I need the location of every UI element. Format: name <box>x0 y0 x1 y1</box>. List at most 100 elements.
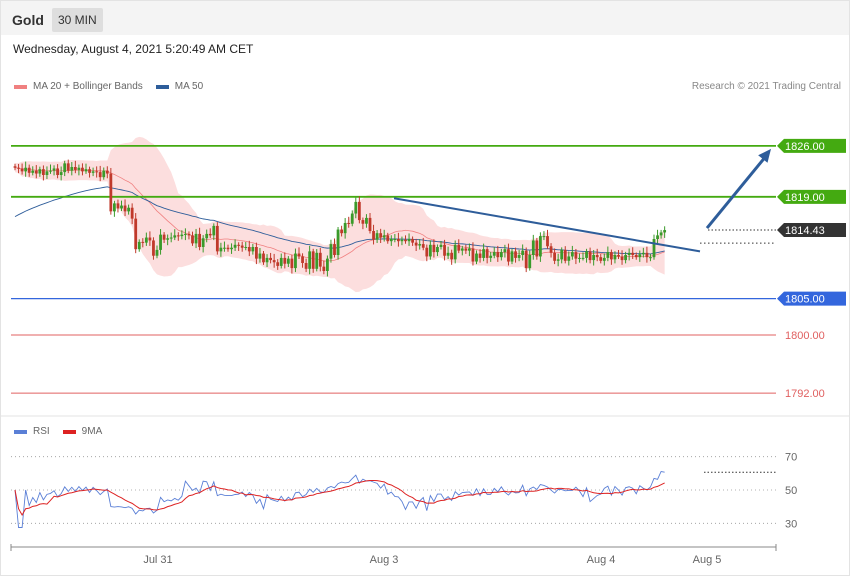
candle-body <box>624 255 627 261</box>
candle-body <box>59 172 63 175</box>
candle-body <box>318 252 322 267</box>
candle-body <box>375 233 379 240</box>
candle-body <box>45 171 49 175</box>
candle-body <box>549 246 553 253</box>
candle-body <box>482 249 485 258</box>
candle-body <box>294 253 297 269</box>
candle-body <box>27 167 31 173</box>
candle-body <box>102 170 106 178</box>
rsi-tick-50: 50 <box>785 485 797 497</box>
ma20-line <box>14 167 665 262</box>
candle-body <box>407 239 411 242</box>
x-tick-label: Aug 3 <box>370 554 399 566</box>
candle-body <box>166 238 170 240</box>
candle-body <box>368 217 372 231</box>
candle-body <box>233 244 237 248</box>
candle-body <box>478 253 482 258</box>
candle-body <box>123 205 127 212</box>
candle-body <box>240 245 244 248</box>
candle-body <box>507 249 510 262</box>
candle-body <box>148 237 152 241</box>
candle-body <box>581 257 585 259</box>
candle-body <box>638 254 642 258</box>
candle-body <box>230 247 233 250</box>
level-tag-resistance <box>777 189 846 204</box>
candle-body <box>382 235 386 238</box>
candle-body <box>308 251 312 269</box>
candle-body <box>311 251 315 269</box>
candle-body <box>130 207 134 219</box>
candle-body <box>219 247 223 252</box>
candle-body <box>34 170 38 174</box>
candle-body <box>460 248 464 251</box>
legend-rsi-label: RSI <box>33 426 50 437</box>
candle-body <box>77 167 81 170</box>
candle-body <box>539 236 542 257</box>
candle-body <box>113 203 116 212</box>
candle-body <box>198 233 201 247</box>
candle-body <box>333 244 336 255</box>
candle-body <box>42 169 45 175</box>
candle-body <box>578 257 581 259</box>
candle-body <box>613 255 617 260</box>
candle-body <box>226 247 230 250</box>
candle-body <box>397 239 400 242</box>
candle-body <box>88 169 91 173</box>
candle-body <box>514 251 517 258</box>
candle-body <box>553 252 556 261</box>
candle-body <box>428 244 432 257</box>
candle-body <box>631 252 635 255</box>
candle-body <box>184 233 187 235</box>
candle-body <box>70 167 74 171</box>
candle-body <box>297 253 301 257</box>
candle-body <box>517 255 521 258</box>
candle-body <box>606 252 610 258</box>
candle-body <box>421 244 425 248</box>
candle-body <box>262 253 265 263</box>
candle-body <box>272 260 276 263</box>
candle-body <box>251 247 255 252</box>
candle-body <box>215 225 219 252</box>
candle-body <box>425 247 429 257</box>
candle-body <box>329 244 333 259</box>
candle-body <box>418 244 422 246</box>
snapshot-datetime: Wednesday, August 4, 2021 5:20:49 AM CET <box>13 42 254 56</box>
candle-body <box>269 257 272 261</box>
candle-body <box>141 241 145 243</box>
candle-body <box>393 239 397 240</box>
candle-body <box>322 266 326 271</box>
candle-body <box>98 172 102 178</box>
ma50-line <box>14 186 665 255</box>
candle-body <box>354 201 358 214</box>
timeframe-badge[interactable]: 30 MIN <box>52 8 103 32</box>
candle-body <box>450 252 454 260</box>
candle-body <box>641 252 645 255</box>
candle-body <box>315 252 319 269</box>
candle-body <box>535 240 539 257</box>
research-credit: Research © 2021 Trading Central <box>691 81 841 92</box>
candle-body <box>524 250 528 269</box>
candle-body <box>84 169 88 172</box>
candle-body <box>173 235 177 238</box>
candle-body <box>620 256 624 261</box>
price-legend: MA 20 + Bollinger Bands MA 50 <box>14 81 216 92</box>
candle-body <box>560 249 564 260</box>
candle-body <box>208 233 212 236</box>
candle-body <box>290 258 294 269</box>
candle-body <box>326 258 329 271</box>
candle-body <box>301 256 304 263</box>
candle-body <box>155 249 159 256</box>
candle-body <box>372 231 375 240</box>
candle-body <box>49 170 52 172</box>
candle-body <box>13 166 17 168</box>
rsi-9ma-line <box>14 480 665 517</box>
candle-body <box>457 244 461 251</box>
candle-body <box>357 201 361 221</box>
candle-body <box>528 255 532 269</box>
candle-body <box>144 237 148 243</box>
candle-body <box>634 255 638 258</box>
candle-body <box>347 223 351 224</box>
candle-body <box>592 255 596 261</box>
projection-arrow-head <box>758 148 771 163</box>
symbol-title: Gold <box>12 12 44 28</box>
